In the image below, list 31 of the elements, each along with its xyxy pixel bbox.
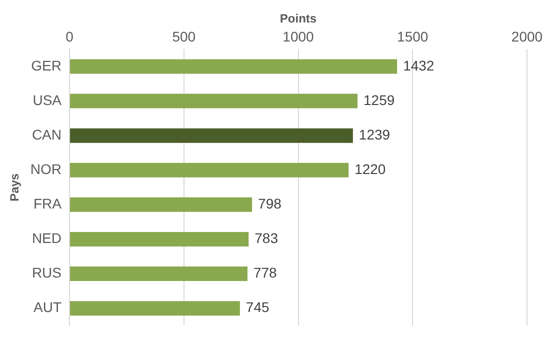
data-label: 778 (253, 264, 278, 281)
x-axis-title: Points (280, 12, 317, 26)
bar (70, 301, 240, 316)
bar (70, 94, 358, 108)
bar (70, 128, 353, 143)
x-tick-label: 0 (66, 28, 74, 45)
y-axis-title: Pays (8, 173, 22, 202)
data-label: 783 (254, 230, 278, 246)
data-label: 1432 (403, 57, 434, 74)
bar (70, 162, 349, 178)
data-label: 1239 (358, 126, 390, 142)
x-tick-label: 2000 (511, 28, 543, 45)
data-label: 745 (246, 299, 270, 316)
y-tick-label: FRA (34, 196, 62, 212)
data-label: 1220 (354, 160, 386, 177)
bar (70, 266, 248, 282)
y-tick-label: USA (32, 92, 62, 108)
x-tick-label: 1000 (282, 28, 314, 45)
y-tick-label: NED (32, 230, 62, 246)
bar (70, 232, 249, 246)
y-tick-label: NOR (30, 160, 62, 177)
bar (70, 59, 398, 74)
x-tick-label: 1500 (397, 28, 428, 45)
y-tick-label: AUT (34, 299, 62, 316)
data-label: 798 (258, 196, 282, 212)
y-tick-label: GER (31, 57, 62, 74)
y-tick-label: RUS (32, 264, 62, 281)
data-label: 1259 (364, 92, 395, 108)
y-tick-label: CAN (32, 126, 62, 142)
bar (70, 197, 252, 212)
x-tick-label: 500 (172, 28, 196, 45)
